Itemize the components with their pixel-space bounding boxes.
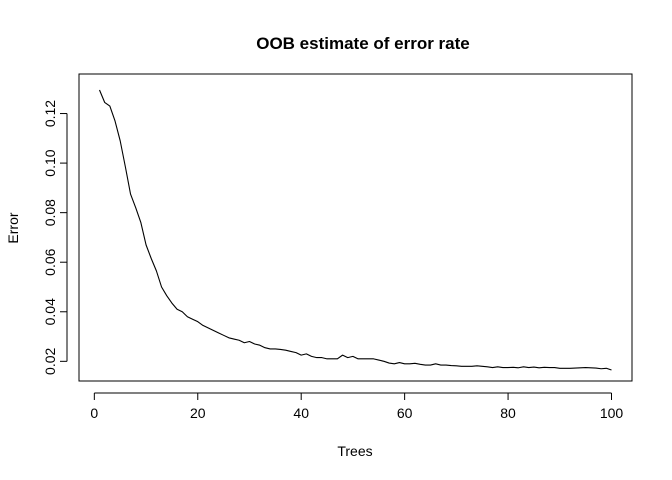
y-tick-label: 0.10 [42,149,58,176]
x-axis-label: Trees [337,443,372,459]
y-axis-label: Error [5,212,21,243]
y-tick-label: 0.02 [42,347,58,374]
x-tick-label: 80 [500,405,516,421]
y-tick-label: 0.12 [42,100,58,127]
y-axis: 0.02 0.04 0.06 0.08 0.10 0.12 [42,100,68,375]
series-line [98,89,612,371]
x-tick-label: 40 [293,405,309,421]
y-tick-label: 0.04 [42,298,58,325]
x-tick-label: 60 [397,405,413,421]
y-tick-label: 0.06 [42,248,58,275]
x-tick-label: 100 [600,405,624,421]
x-tick-label: 20 [190,405,206,421]
x-axis: 0 20 40 60 80 100 [90,392,624,421]
chart-title: OOB estimate of error rate [256,34,470,53]
series-layer [98,89,612,371]
plot-frame [78,73,633,382]
y-tick-label: 0.08 [42,199,58,226]
x-tick-label: 0 [90,405,98,421]
